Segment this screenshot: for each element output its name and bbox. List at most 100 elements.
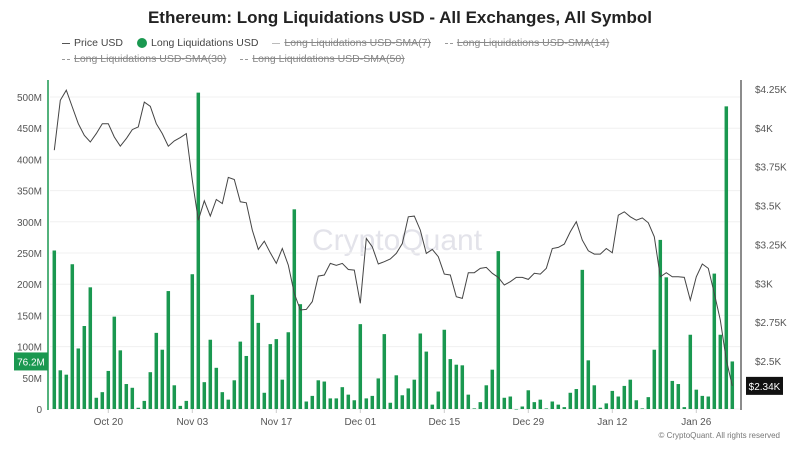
liquidation-bar (664, 277, 669, 409)
right-tick-label: $4.25K (755, 85, 787, 96)
legend-long-liquidations[interactable]: Long Liquidations USD (137, 37, 258, 49)
liquidation-bar (616, 396, 621, 409)
liquidation-bar (550, 401, 555, 409)
liquidation-bar (628, 379, 633, 409)
legend-sma14[interactable]: Long Liquidations USD-SMA(14) (444, 37, 609, 49)
liquidation-bar (250, 294, 255, 409)
liquidation-bar (358, 324, 363, 409)
liquidation-bar (502, 397, 507, 409)
liquidation-bar (226, 399, 231, 409)
x-tick-label: Jan 12 (597, 417, 627, 428)
liquidation-bar (496, 251, 501, 409)
legend-sma30[interactable]: Long Liquidations USD-SMA(30) (62, 53, 226, 65)
liquidation-bar (682, 407, 687, 409)
liquidation-bar (178, 405, 183, 409)
liquidation-bar (238, 341, 243, 409)
liquidation-bar (580, 269, 585, 409)
liquidation-bar (442, 329, 447, 409)
liquidation-bar (76, 348, 81, 409)
liquidation-bar (154, 332, 159, 409)
liquidation-bar (118, 350, 123, 409)
liquidation-bar (544, 408, 549, 409)
liquidation-bar (346, 394, 351, 409)
chart-title: Ethereum: Long Liquidations USD - All Ex… (147, 8, 653, 27)
liquidation-bar (322, 381, 327, 409)
left-tick-label: 300M (17, 218, 42, 229)
liquidation-bar (652, 349, 657, 409)
legend-sma50[interactable]: Long Liquidations USD-SMA(50) (240, 53, 405, 65)
liquidation-bar (70, 264, 75, 409)
liquidation-bar (514, 409, 519, 410)
liquidation-bar (430, 404, 435, 409)
liquidation-bar (232, 380, 237, 409)
liquidation-bar (478, 402, 483, 409)
liquidation-bar (598, 407, 603, 409)
liquidation-bar (574, 389, 579, 409)
x-tick-label: Jan 26 (681, 417, 711, 428)
legend: Price USD Long Liquidations USD Long Liq… (62, 37, 762, 65)
liquidation-bar (484, 385, 489, 409)
left-tick-label: 350M (17, 187, 42, 198)
legend-price-usd[interactable]: Price USD (62, 37, 123, 49)
line-swatch-icon (62, 42, 70, 44)
liquidation-bar (310, 395, 315, 409)
price-line (53, 89, 733, 387)
last-liquidation-badge (14, 352, 48, 371)
right-tick-label: $2.75K (755, 318, 787, 329)
liquidation-bar (718, 334, 723, 409)
line-swatch-icon (272, 42, 281, 44)
liquidation-bar (466, 394, 471, 409)
liquidation-bar (52, 250, 57, 409)
liquidation-bar (340, 387, 345, 409)
liquidation-bar (160, 349, 165, 409)
x-tick-label: Nov 03 (176, 417, 208, 428)
liquidation-bar (100, 392, 105, 409)
liquidation-bar (724, 106, 729, 410)
right-tick-label: $2.5K (755, 357, 781, 368)
liquidation-bar (148, 372, 153, 409)
liquidation-bar (694, 389, 699, 409)
liquidation-bar (622, 385, 627, 409)
legend-sma7[interactable]: Long Liquidations USD-SMA(7) (272, 37, 431, 49)
right-tick-label: $3.75K (755, 163, 787, 174)
liquidation-bar (634, 400, 639, 409)
liquidation-bar (406, 388, 411, 409)
left-tick-label: 150M (17, 311, 42, 322)
liquidation-bar (382, 334, 387, 409)
liquidation-bar (214, 367, 219, 409)
liquidation-bar (412, 379, 417, 409)
left-tick-label: 250M (17, 249, 42, 260)
legend-label: Long Liquidations USD (151, 37, 259, 49)
liquidation-bar (562, 407, 567, 409)
liquidation-bar (292, 209, 297, 409)
legend-label: Long Liquidations USD-SMA(50) (252, 53, 405, 65)
dashed-swatch-icon (62, 58, 70, 60)
copyright-footer: © CryptoQuant. All rights reserved (658, 431, 781, 440)
left-tick-label: 450M (17, 124, 42, 135)
liquidation-bar (268, 344, 273, 409)
liquidation-bar (646, 397, 651, 409)
liquidation-bar (400, 395, 405, 409)
left-tick-label: 50M (23, 374, 42, 385)
last-price-badge (746, 376, 783, 395)
liquidation-bar (592, 385, 597, 409)
liquidation-bar (376, 378, 381, 409)
liquidation-bar (610, 390, 615, 409)
liquidation-bar (508, 396, 513, 409)
liquidation-bar (676, 384, 681, 409)
liquidation-bar (568, 392, 573, 409)
liquidation-bar (208, 339, 213, 409)
left-tick-label: 500M (17, 93, 42, 104)
x-tick-label: Dec 29 (512, 417, 544, 428)
liquidation-bar (334, 398, 339, 409)
left-tick-label: 0 (36, 405, 42, 416)
liquidation-bar (124, 384, 129, 409)
liquidation-bar (64, 374, 69, 409)
liquidation-bar (688, 334, 693, 409)
liquidation-bar (394, 375, 399, 409)
liquidation-bar (712, 273, 717, 409)
left-tick-label: 100M (17, 343, 42, 354)
liquidation-bar (280, 379, 285, 409)
liquidation-bar (658, 239, 663, 409)
